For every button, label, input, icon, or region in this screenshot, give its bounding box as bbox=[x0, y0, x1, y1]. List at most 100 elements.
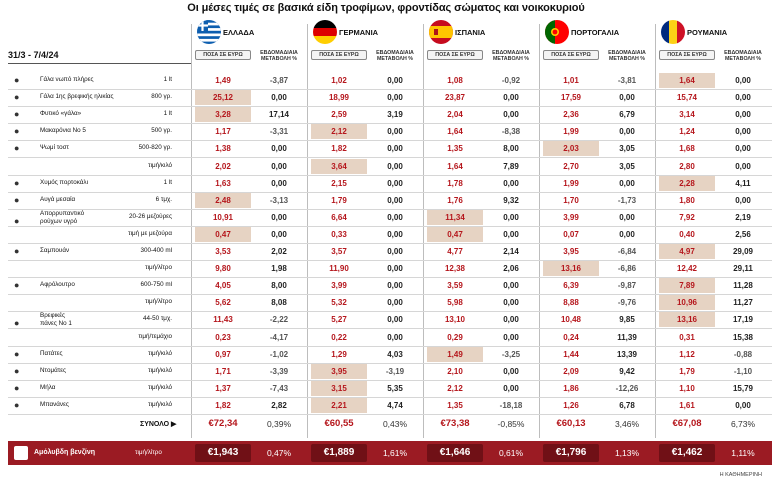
product-unit: τιμή με μεζούρα bbox=[128, 229, 172, 237]
price-value: 3,99 bbox=[331, 281, 347, 291]
row-divider bbox=[8, 277, 772, 279]
table-row: ● Πατάτες τιμή/κιλό 0,97 -1,02 1,29 4,03 1,49 -3… bbox=[0, 346, 772, 364]
product-name: Πατάτες bbox=[40, 350, 63, 358]
price-value: 10,48 bbox=[560, 315, 582, 325]
price-value: 1,37 bbox=[215, 383, 231, 393]
weekly-change-value: 0,00 bbox=[503, 281, 519, 291]
price-value: 25,12 bbox=[195, 90, 251, 106]
weekly-change-value: 0,00 bbox=[387, 315, 403, 325]
product-name-line: Αυγά μεσαία bbox=[40, 195, 76, 203]
weekly-change-value: 0,00 bbox=[735, 161, 751, 171]
price-value: 2,36 bbox=[563, 110, 579, 120]
product-name: Χυμός πορτοκάλι bbox=[40, 179, 88, 187]
table-row: ● Σαμπουάν 300-400 ml 3,53 2,02 3,57 0,00 4,77 2… bbox=[0, 243, 772, 262]
price-value: 2,59 bbox=[331, 110, 347, 120]
weekly-change-value: 0,00 bbox=[735, 110, 751, 120]
row-divider bbox=[8, 294, 772, 296]
price-value: 5,62 bbox=[215, 298, 231, 308]
price-value: 1,02 bbox=[331, 76, 347, 85]
total-label: ΣΥΝΟΛΟ ▶ bbox=[140, 421, 177, 428]
weekly-change-value: 0,00 bbox=[735, 195, 751, 205]
fuel-pump-icon bbox=[14, 446, 28, 460]
bread-icon: ● bbox=[14, 143, 20, 154]
product-name-line: Ντομάτες bbox=[40, 366, 67, 374]
row-divider bbox=[8, 174, 772, 176]
weekly-change-value: 0,00 bbox=[503, 212, 519, 222]
weekly-change-value: 0,00 bbox=[503, 332, 519, 342]
germany-flag bbox=[313, 20, 337, 44]
change-header-line: ΕΒΔΟΜΑΔΙΑΙΑ bbox=[376, 50, 414, 56]
baby-milk-icon: ● bbox=[14, 92, 20, 103]
product-name-line: Αφρόλουτρο bbox=[40, 281, 75, 289]
country-name: ΠΟΡΤΟΓΑΛΙΑ bbox=[571, 28, 620, 37]
fuel-price-value: €1,462 bbox=[659, 444, 715, 462]
row-divider bbox=[8, 123, 772, 125]
price-value: 0,47 bbox=[195, 226, 251, 242]
price-value: 1,79 bbox=[679, 366, 695, 376]
change-header-line: ΜΕΤΑΒΟΛΗ % bbox=[493, 56, 529, 62]
weekly-change-value: 29,09 bbox=[732, 247, 754, 256]
table-row: τιμή/λίτρο 5,62 8,08 5,32 0,00 5,98 0,00 8,88 -9… bbox=[0, 294, 772, 313]
product-name: Ντομάτες bbox=[40, 367, 66, 375]
country-name: ΓΕΡΜΑΝΙΑ bbox=[339, 28, 379, 37]
price-value: 1,80 bbox=[679, 195, 695, 205]
weekly-change-value: 0,00 bbox=[387, 247, 403, 256]
table-row: ● Φυτικό «γάλα» 1 lt 3,28 17,14 2,59 3,19 2,04 0… bbox=[0, 106, 772, 125]
product-name-line: Ψωμί τοστ bbox=[40, 144, 69, 152]
weekly-change-value: 8,00 bbox=[271, 281, 287, 291]
table-row: τιμή/λίτρο 9,80 1,98 11,90 0,00 12,38 2,06 13,1… bbox=[0, 260, 772, 279]
column-separator bbox=[655, 24, 656, 438]
fuel-price-value: €1,646 bbox=[427, 444, 483, 462]
product-name: Μπανάνες bbox=[40, 401, 69, 409]
row-divider bbox=[8, 242, 772, 244]
juice-icon: ● bbox=[14, 177, 20, 188]
price-value: 1,01 bbox=[563, 76, 579, 85]
price-value: 1,10 bbox=[679, 383, 695, 393]
price-value: 1,63 bbox=[215, 178, 231, 188]
price-value: 1,49 bbox=[215, 76, 231, 85]
change-header-line: ΜΕΤΑΒΟΛΗ % bbox=[609, 56, 645, 62]
price-value: 3,57 bbox=[331, 247, 347, 256]
row-divider bbox=[8, 157, 772, 159]
price-value: 1,35 bbox=[447, 144, 463, 154]
weekly-change-value: 8,00 bbox=[503, 144, 519, 154]
price-value: 2,03 bbox=[543, 141, 599, 157]
apple-icon: ● bbox=[14, 382, 20, 393]
price-value: 1,68 bbox=[679, 144, 695, 154]
weekly-change-value: 2,14 bbox=[503, 247, 519, 256]
weekly-change-value: 0,00 bbox=[387, 195, 403, 205]
price-value: 0,97 bbox=[215, 349, 231, 359]
weekly-change-value: -3,19 bbox=[385, 366, 405, 376]
weekly-change-value: -1,02 bbox=[269, 349, 289, 359]
product-unit: τιμή/κιλό bbox=[148, 383, 172, 391]
change-column-header: ΕΒΔΟΜΑΔΙΑΙΑ ΜΕΤΑΒΟΛΗ % bbox=[601, 50, 653, 62]
price-value: 3,95 bbox=[311, 363, 367, 379]
price-value: 1,86 bbox=[563, 383, 579, 393]
weekly-change-value: 0,00 bbox=[271, 161, 287, 171]
price-value: 0,24 bbox=[563, 332, 579, 342]
price-value: 1,24 bbox=[679, 127, 695, 137]
fuel-change-value: 0,61% bbox=[498, 448, 524, 458]
price-value: 0,22 bbox=[331, 332, 347, 342]
price-value: 18,99 bbox=[328, 93, 350, 103]
price-value: 3,95 bbox=[563, 247, 579, 256]
table-row: ● Μακαρόνια Νο 5 500 γρ. 1,17 -3,31 2,12 0,00 1… bbox=[0, 123, 772, 142]
price-value: 7,92 bbox=[679, 212, 695, 222]
fuel-change-value: 0,47% bbox=[266, 448, 292, 458]
portugal-flag bbox=[545, 20, 569, 44]
table-row: ● Μπανάνες τιμή/κιλό 1,82 2,82 2,21 4,74 1,35 -1… bbox=[0, 397, 772, 415]
weekly-change-value: 0,00 bbox=[735, 93, 751, 103]
product-name-line: Μακαρόνια Νο 5 bbox=[40, 127, 86, 135]
shampoo-icon: ● bbox=[14, 246, 20, 256]
price-value: 1,99 bbox=[563, 127, 579, 137]
weekly-change-value: 1,98 bbox=[271, 264, 287, 274]
price-value: 10,96 bbox=[659, 295, 715, 311]
price-value: 0,33 bbox=[331, 229, 347, 239]
country-name: ΡΟΥΜΑΝΙΑ bbox=[687, 28, 728, 37]
price-value: 2,10 bbox=[447, 366, 463, 376]
price-value: 11,90 bbox=[329, 264, 349, 274]
egg-icon: ● bbox=[14, 194, 20, 205]
column-separator bbox=[307, 24, 308, 438]
product-unit: 500-820 γρ. bbox=[138, 144, 172, 152]
row-divider bbox=[8, 191, 772, 193]
